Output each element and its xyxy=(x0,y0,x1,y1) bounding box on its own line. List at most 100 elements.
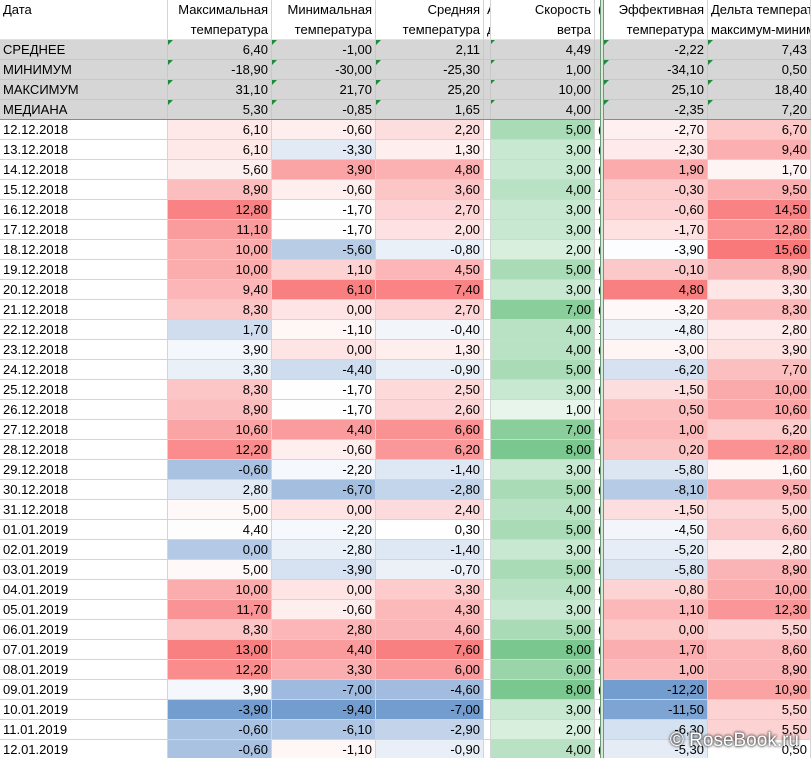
cell-eff[interactable]: -8,10 xyxy=(604,480,708,500)
cell-max[interactable]: 6,10 xyxy=(168,140,272,160)
cell-delta[interactable]: 6,20 xyxy=(708,420,811,440)
cell-delta[interactable]: 3,90 xyxy=(708,340,811,360)
cell-min[interactable]: -7,00 xyxy=(272,680,376,700)
cell-wind[interactable]: 5,00 xyxy=(490,480,595,500)
column-header-cell[interactable]: температура xyxy=(272,20,376,40)
cell-empty[interactable] xyxy=(484,340,491,360)
cell-max[interactable]: 10,60 xyxy=(168,420,272,440)
summary-value-cell[interactable]: 4,00 xyxy=(490,100,595,120)
cell-date[interactable]: 16.12.2018 xyxy=(0,200,168,220)
summary-value-cell[interactable]: 2,11 xyxy=(376,40,484,60)
cell-min[interactable]: 0,00 xyxy=(272,340,376,360)
column-header-cell[interactable]: температура xyxy=(604,20,708,40)
frozen-pane-divider[interactable] xyxy=(600,0,604,758)
cell-min[interactable]: -6,10 xyxy=(272,720,376,740)
summary-value-cell[interactable] xyxy=(484,60,491,80)
cell-min[interactable]: -0,60 xyxy=(272,120,376,140)
cell-max[interactable]: 5,00 xyxy=(168,560,272,580)
cell-date[interactable]: 26.12.2018 xyxy=(0,400,168,420)
cell-wind[interactable]: 7,00 xyxy=(490,420,595,440)
cell-max[interactable]: 9,40 xyxy=(168,280,272,300)
summary-label-cell[interactable]: МАКСИМУМ xyxy=(0,80,168,100)
cell-date[interactable]: 02.01.2019 xyxy=(0,540,168,560)
cell-wind[interactable]: 5,00 xyxy=(490,620,595,640)
summary-value-cell[interactable]: 0,50 xyxy=(708,60,811,80)
cell-avg[interactable]: 6,20 xyxy=(376,440,484,460)
cell-date[interactable]: 05.01.2019 xyxy=(0,600,168,620)
cell-wind[interactable]: 5,00 xyxy=(490,260,595,280)
cell-date[interactable]: 07.01.2019 xyxy=(0,640,168,660)
cell-empty[interactable] xyxy=(484,240,491,260)
cell-delta[interactable]: 15,60 xyxy=(708,240,811,260)
summary-value-cell[interactable]: 25,10 xyxy=(604,80,708,100)
cell-delta[interactable]: 5,50 xyxy=(708,700,811,720)
cell-empty[interactable] xyxy=(484,220,491,240)
cell-wind[interactable]: 3,00 xyxy=(490,200,595,220)
cell-date[interactable]: 09.01.2019 xyxy=(0,680,168,700)
cell-eff[interactable]: 4,80 xyxy=(604,280,708,300)
cell-min[interactable]: -1,70 xyxy=(272,400,376,420)
cell-empty[interactable] xyxy=(484,700,491,720)
cell-max[interactable]: 8,30 xyxy=(168,620,272,640)
summary-value-cell[interactable]: 7,20 xyxy=(708,100,811,120)
cell-eff[interactable]: -0,30 xyxy=(604,180,708,200)
cell-min[interactable]: -0,60 xyxy=(272,180,376,200)
summary-label-cell[interactable]: МЕДИАНА xyxy=(0,100,168,120)
cell-delta[interactable]: 5,00 xyxy=(708,500,811,520)
cell-empty[interactable] xyxy=(484,520,491,540)
cell-wind[interactable]: 2,00 xyxy=(490,240,595,260)
cell-min[interactable]: -2,20 xyxy=(272,460,376,480)
column-header-cell[interactable]: температура xyxy=(376,20,484,40)
cell-wind[interactable]: 1,00 xyxy=(490,400,595,420)
cell-min[interactable]: 1,10 xyxy=(272,260,376,280)
cell-max[interactable]: 5,00 xyxy=(168,500,272,520)
cell-eff[interactable]: 0,20 xyxy=(604,440,708,460)
summary-value-cell[interactable]: 6,40 xyxy=(168,40,272,60)
summary-value-cell[interactable] xyxy=(484,80,491,100)
cell-empty[interactable] xyxy=(484,720,491,740)
cell-eff[interactable]: 1,90 xyxy=(604,160,708,180)
cell-max[interactable]: 10,00 xyxy=(168,240,272,260)
cell-avg[interactable]: 4,30 xyxy=(376,600,484,620)
summary-value-cell[interactable]: -34,10 xyxy=(604,60,708,80)
cell-max[interactable]: -0,60 xyxy=(168,740,272,758)
cell-eff[interactable]: -5,20 xyxy=(604,540,708,560)
cell-avg[interactable]: 2,20 xyxy=(376,120,484,140)
cell-max[interactable]: 12,80 xyxy=(168,200,272,220)
cell-min[interactable]: 6,10 xyxy=(272,280,376,300)
cell-max[interactable]: 11,10 xyxy=(168,220,272,240)
cell-date[interactable]: 12.01.2019 xyxy=(0,740,168,758)
summary-value-cell[interactable]: -25,30 xyxy=(376,60,484,80)
cell-min[interactable]: -0,60 xyxy=(272,600,376,620)
cell-avg[interactable]: 6,60 xyxy=(376,420,484,440)
cell-avg[interactable]: 4,80 xyxy=(376,160,484,180)
cell-delta[interactable]: 6,60 xyxy=(708,520,811,540)
cell-wind[interactable]: 7,00 xyxy=(490,300,595,320)
cell-empty[interactable] xyxy=(484,620,491,640)
cell-empty[interactable] xyxy=(484,300,491,320)
cell-avg[interactable]: -2,90 xyxy=(376,720,484,740)
cell-eff[interactable]: -6,20 xyxy=(604,360,708,380)
cell-delta[interactable]: 8,60 xyxy=(708,640,811,660)
cell-min[interactable]: 4,40 xyxy=(272,640,376,660)
cell-min[interactable]: -9,40 xyxy=(272,700,376,720)
cell-avg[interactable]: -7,00 xyxy=(376,700,484,720)
cell-max[interactable]: -0,60 xyxy=(168,460,272,480)
cell-empty[interactable] xyxy=(484,680,491,700)
cell-min[interactable]: -6,70 xyxy=(272,480,376,500)
cell-delta[interactable]: 14,50 xyxy=(708,200,811,220)
cell-empty[interactable] xyxy=(484,320,491,340)
cell-delta[interactable]: 2,80 xyxy=(708,540,811,560)
cell-date[interactable]: 08.01.2019 xyxy=(0,660,168,680)
cell-eff[interactable]: -1,50 xyxy=(604,380,708,400)
cell-avg[interactable]: -1,40 xyxy=(376,540,484,560)
cell-max[interactable]: 4,40 xyxy=(168,520,272,540)
cell-empty[interactable] xyxy=(484,280,491,300)
cell-empty[interactable] xyxy=(484,480,491,500)
cell-date[interactable]: 19.12.2018 xyxy=(0,260,168,280)
cell-eff[interactable]: -6,30 xyxy=(604,720,708,740)
cell-wind[interactable]: 4,00 xyxy=(490,180,595,200)
cell-max[interactable]: 1,70 xyxy=(168,320,272,340)
cell-empty[interactable] xyxy=(484,160,491,180)
summary-value-cell[interactable]: -0,85 xyxy=(272,100,376,120)
